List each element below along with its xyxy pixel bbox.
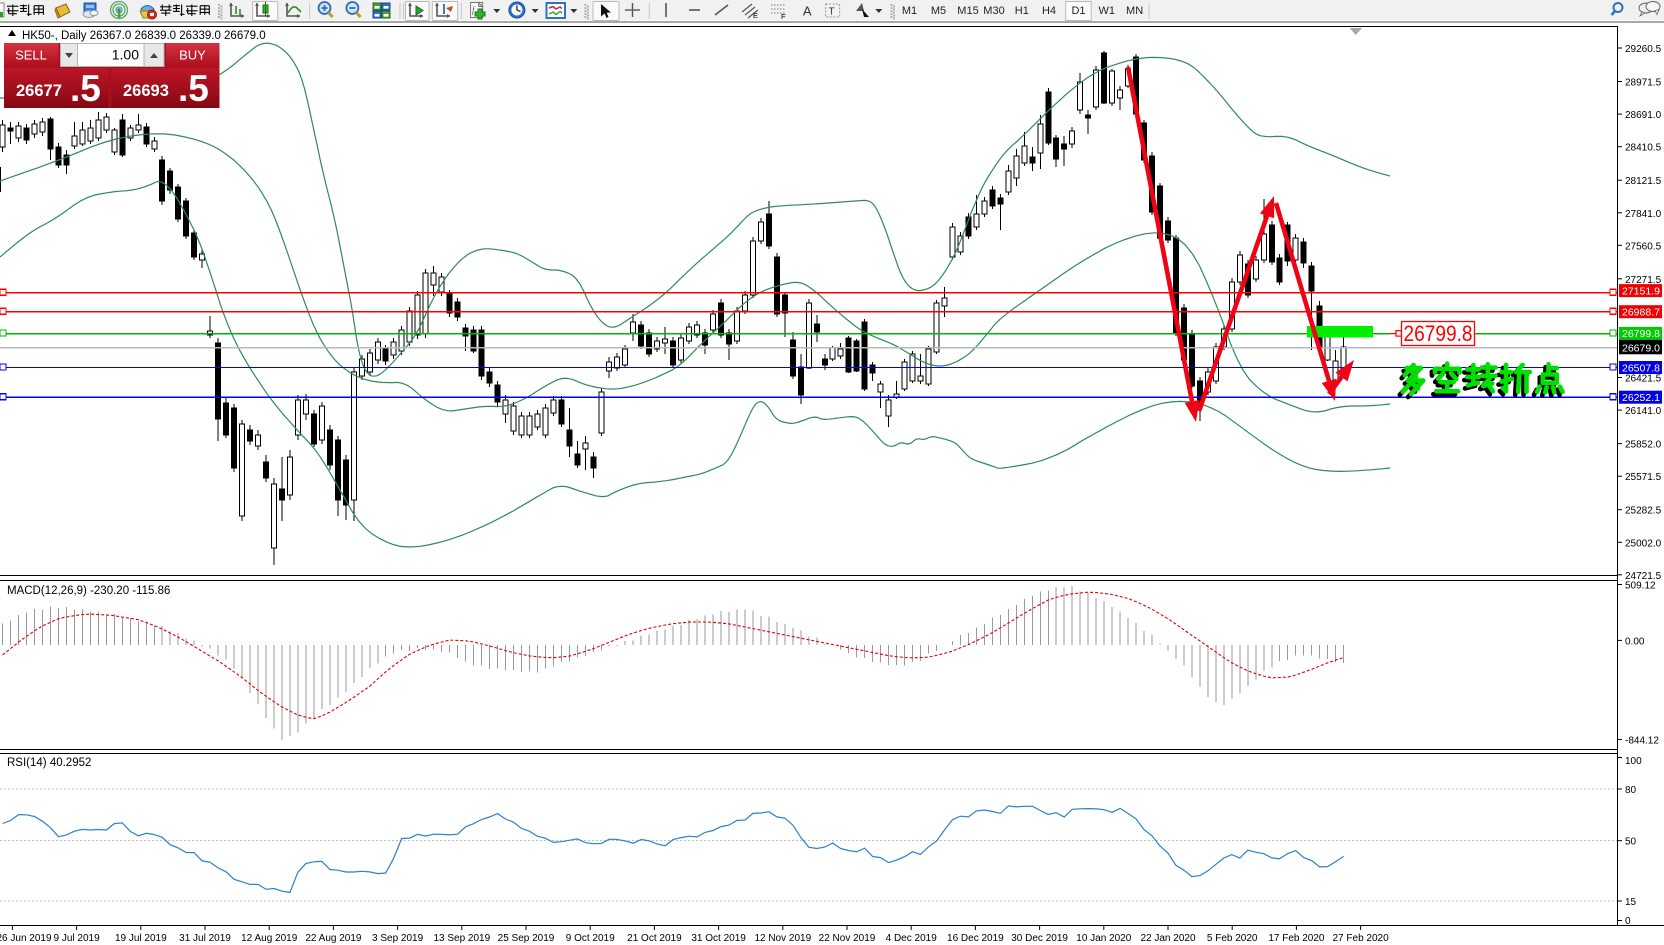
svg-text:3 Sep 2019: 3 Sep 2019 — [372, 933, 424, 944]
svg-text:MACD(12,26,9) -230.20 -115.86: MACD(12,26,9) -230.20 -115.86 — [7, 585, 170, 597]
svg-text:10 Jan 2020: 10 Jan 2020 — [1076, 933, 1131, 944]
svg-text:100: 100 — [1625, 756, 1642, 767]
svg-text:H4: H4 — [1042, 5, 1056, 17]
svg-text:H1: H1 — [1015, 5, 1029, 17]
svg-text:50: 50 — [1625, 837, 1637, 848]
svg-text:W1: W1 — [1099, 5, 1116, 17]
svg-text:SELL: SELL — [15, 48, 47, 63]
svg-text:-844.12: -844.12 — [1625, 735, 1659, 746]
svg-text:31 Oct 2019: 31 Oct 2019 — [691, 933, 746, 944]
svg-text:21 Oct 2019: 21 Oct 2019 — [627, 933, 682, 944]
svg-text:27560.5: 27560.5 — [1625, 241, 1662, 252]
svg-text:E: E — [753, 11, 758, 20]
svg-text:f: f — [472, 5, 476, 15]
svg-text:HK50-, Daily 26367.0 26839.0: HK50-, Daily 26367.0 26839.0 26339.0 266… — [22, 30, 266, 42]
svg-text:27 Feb 2020: 27 Feb 2020 — [1333, 933, 1390, 944]
svg-text:M5: M5 — [931, 5, 946, 17]
svg-text:13 Sep 2019: 13 Sep 2019 — [433, 933, 490, 944]
svg-text:0.00: 0.00 — [1625, 636, 1645, 647]
svg-text:D1: D1 — [1071, 5, 1085, 17]
svg-text:26 Jun 2019: 26 Jun 2019 — [0, 933, 52, 944]
svg-text:28691.0: 28691.0 — [1625, 110, 1662, 121]
svg-text:509.12: 509.12 — [1625, 581, 1656, 592]
svg-text:5 Feb 2020: 5 Feb 2020 — [1207, 933, 1258, 944]
svg-text:24721.5: 24721.5 — [1625, 571, 1662, 582]
svg-text:27841.0: 27841.0 — [1625, 209, 1662, 220]
svg-text:25852.0: 25852.0 — [1625, 440, 1662, 451]
svg-text:.5: .5 — [178, 68, 209, 109]
svg-text:26679.0: 26679.0 — [1622, 343, 1660, 355]
svg-text:28121.5: 28121.5 — [1625, 176, 1662, 187]
svg-text:M1: M1 — [902, 5, 917, 17]
svg-text:26252.1: 26252.1 — [1622, 392, 1660, 404]
svg-text:25 Sep 2019: 25 Sep 2019 — [498, 933, 555, 944]
svg-text:26799.8: 26799.8 — [1404, 321, 1473, 346]
svg-text:26799.8: 26799.8 — [1622, 328, 1660, 340]
svg-text:15: 15 — [1625, 897, 1637, 908]
svg-text:9 Jul 2019: 9 Jul 2019 — [54, 933, 101, 944]
svg-text:30 Dec 2019: 30 Dec 2019 — [1011, 933, 1068, 944]
svg-text:17 Feb 2020: 17 Feb 2020 — [1268, 933, 1325, 944]
svg-text:0: 0 — [1625, 916, 1631, 927]
svg-text:28410.5: 28410.5 — [1625, 143, 1662, 154]
svg-text:12 Aug 2019: 12 Aug 2019 — [241, 933, 298, 944]
svg-text:MN: MN — [1126, 5, 1143, 17]
svg-text:M15: M15 — [957, 5, 978, 17]
svg-text:27151.9: 27151.9 — [1622, 285, 1660, 297]
svg-text:28971.5: 28971.5 — [1625, 78, 1662, 89]
svg-text:9 Oct 2019: 9 Oct 2019 — [566, 933, 615, 944]
svg-text:M30: M30 — [983, 5, 1004, 17]
svg-text:25571.5: 25571.5 — [1625, 472, 1662, 483]
svg-text:26693: 26693 — [123, 82, 169, 100]
svg-text:BUY: BUY — [179, 48, 206, 63]
svg-text:26988.7: 26988.7 — [1622, 307, 1660, 319]
svg-text:4 Dec 2019: 4 Dec 2019 — [886, 933, 938, 944]
svg-text:26421.5: 26421.5 — [1625, 374, 1662, 385]
svg-text:.5: .5 — [70, 68, 101, 109]
svg-text:27271.5: 27271.5 — [1625, 275, 1662, 286]
svg-text:1.00: 1.00 — [112, 47, 139, 63]
svg-text:T: T — [829, 7, 835, 18]
svg-text:16 Dec 2019: 16 Dec 2019 — [947, 933, 1004, 944]
svg-text:22 Jan 2020: 22 Jan 2020 — [1140, 933, 1195, 944]
svg-text:A: A — [803, 4, 812, 19]
svg-text:12 Nov 2019: 12 Nov 2019 — [754, 933, 811, 944]
svg-text:25002.0: 25002.0 — [1625, 538, 1662, 549]
svg-text:22 Nov 2019: 22 Nov 2019 — [819, 933, 876, 944]
svg-text:22 Aug 2019: 22 Aug 2019 — [305, 933, 362, 944]
svg-text:26507.8: 26507.8 — [1622, 362, 1660, 374]
svg-text:25282.5: 25282.5 — [1625, 506, 1662, 517]
svg-text:29260.5: 29260.5 — [1625, 44, 1662, 55]
svg-text:26677: 26677 — [16, 82, 62, 100]
svg-text:F: F — [781, 12, 786, 21]
svg-text:80: 80 — [1625, 785, 1637, 796]
svg-text:31 Jul 2019: 31 Jul 2019 — [179, 933, 231, 944]
svg-text:RSI(14) 40.2952: RSI(14) 40.2952 — [7, 757, 91, 769]
svg-text:26141.0: 26141.0 — [1625, 406, 1662, 417]
svg-text:19 Jul 2019: 19 Jul 2019 — [115, 933, 167, 944]
